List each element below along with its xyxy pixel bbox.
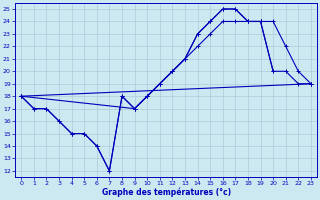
X-axis label: Graphe des températures (°c): Graphe des températures (°c) (101, 188, 231, 197)
